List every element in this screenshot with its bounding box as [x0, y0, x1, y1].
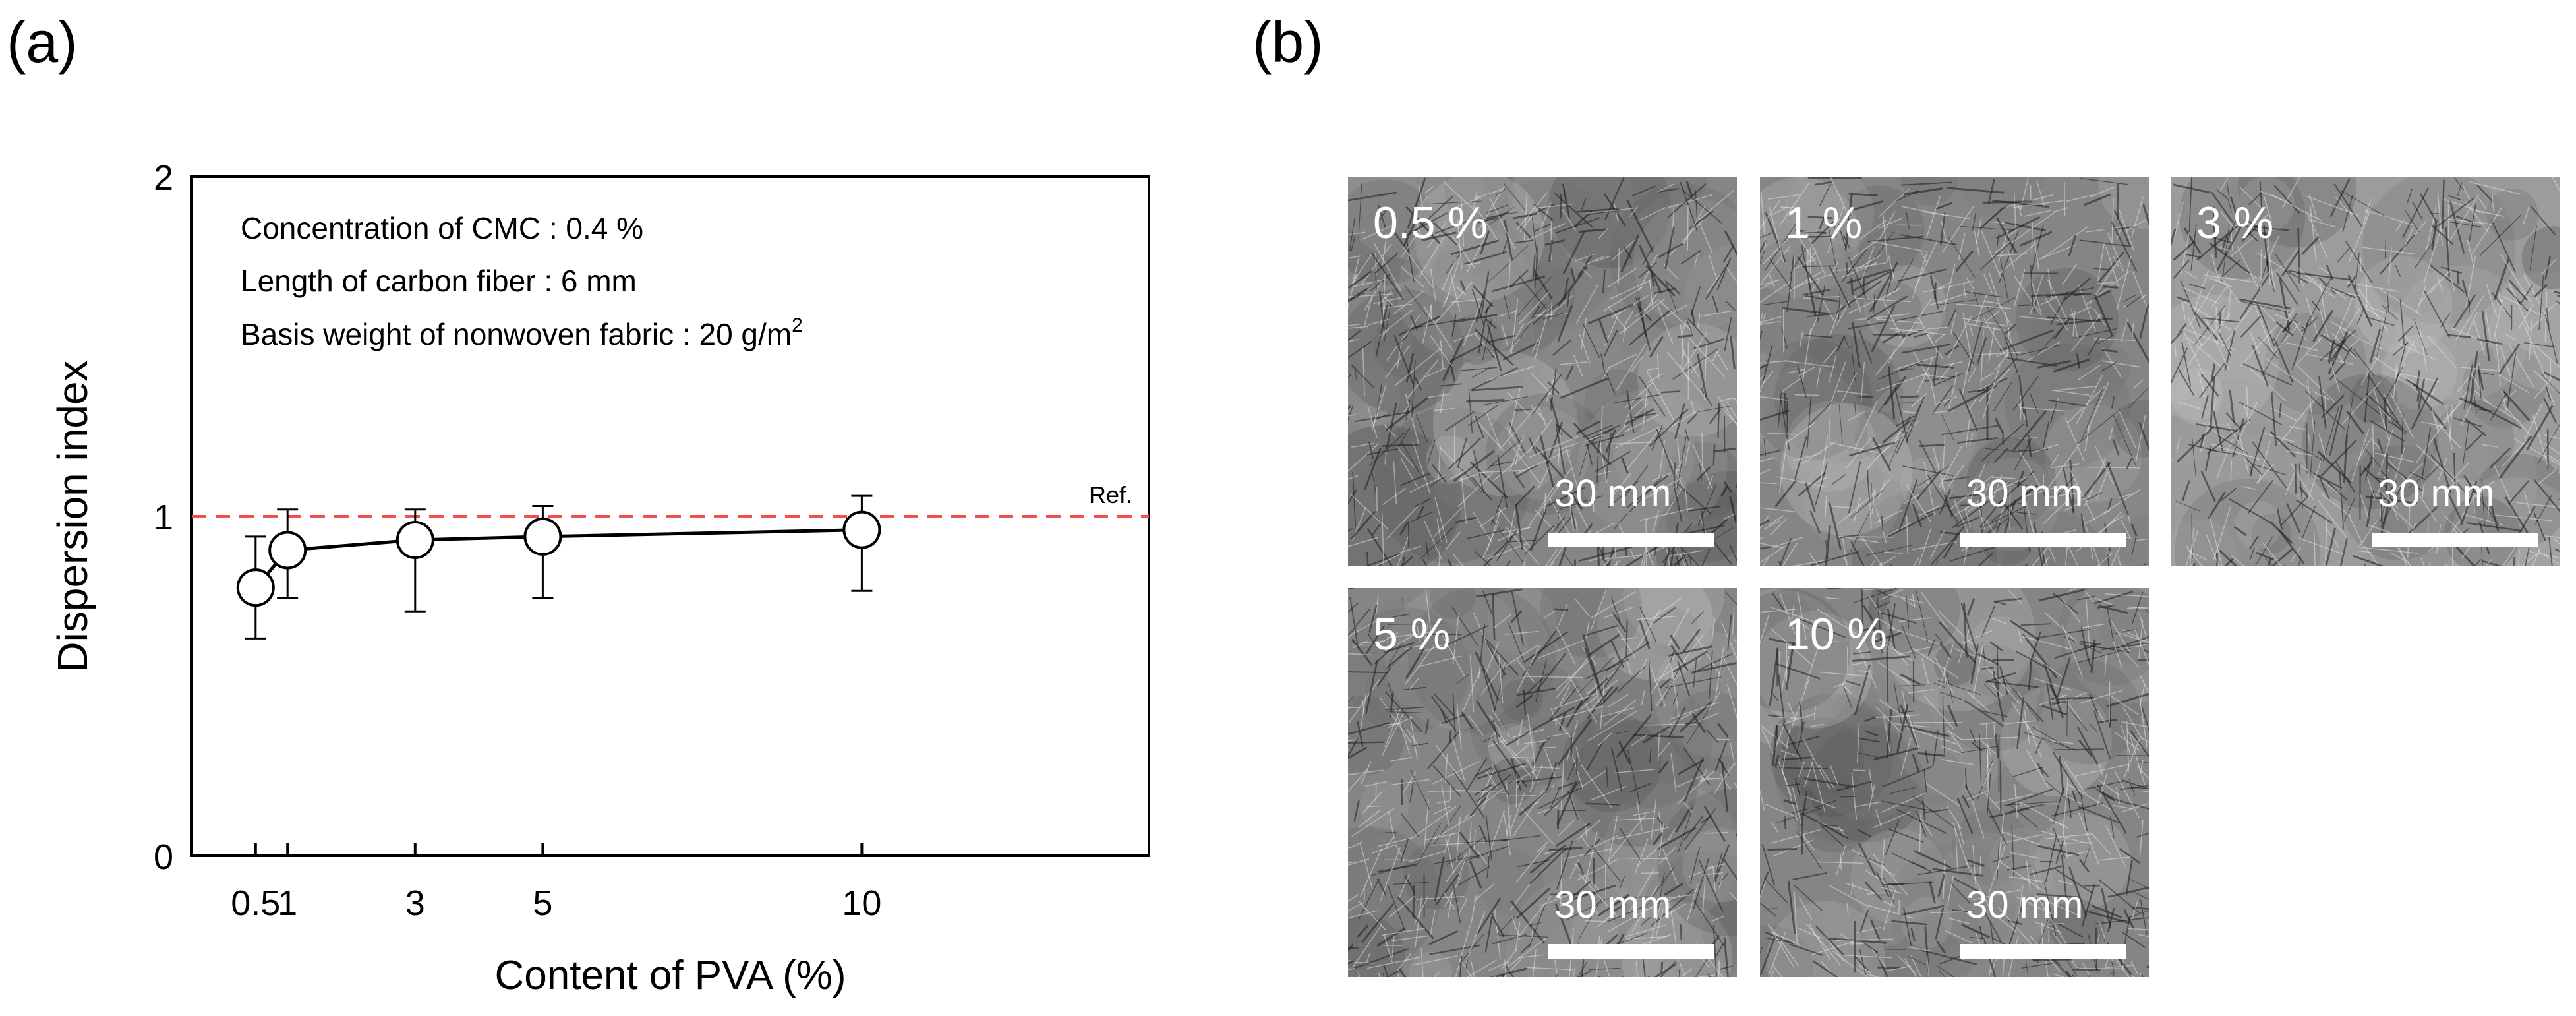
y-tick-label: 0 — [154, 837, 173, 877]
image-label: 0.5 % — [1373, 198, 1488, 248]
fabric-texture — [1348, 588, 1737, 977]
annotation-basis-weight-text: Basis weight of nonwoven fabric : 20 g/m — [241, 317, 792, 351]
data-point — [395, 521, 434, 560]
scale-bar-label: 30 mm — [1554, 472, 1672, 515]
y-tick-label: 1 — [154, 498, 173, 537]
scale-bar — [1548, 944, 1714, 959]
image-label: 3 % — [2196, 198, 2274, 248]
x-tick-label: 3 — [405, 883, 425, 923]
fabric-texture — [2171, 177, 2560, 566]
image-label: 1 % — [1785, 198, 1863, 248]
reference-line-label: Ref. — [1089, 481, 1132, 508]
fabric-image-5: 5 % 30 mm — [1348, 588, 1737, 977]
x-tick-label: 0.5 — [231, 883, 280, 923]
panel-b-label: (b) — [1252, 9, 1324, 75]
series-group — [236, 494, 881, 640]
data-point — [842, 510, 881, 549]
data-point — [523, 517, 562, 556]
fabric-image-10: 10 % 30 mm — [1760, 588, 2149, 977]
image-label: 5 % — [1373, 609, 1451, 659]
scale-bar — [1960, 533, 2126, 547]
annotation-basis-weight: Basis weight of nonwoven fabric : 20 g/m… — [241, 314, 803, 351]
image-label: 10 % — [1785, 609, 1887, 659]
reference-line-group: Ref. — [192, 481, 1149, 518]
data-point — [236, 568, 275, 607]
scale-bar — [1960, 944, 2126, 959]
x-axis: 0.51 3 5 10 — [231, 843, 881, 923]
y-axis: 0 1 2 — [154, 158, 205, 877]
scale-bar — [2372, 533, 2538, 547]
annotation-cmc: Concentration of CMC : 0.4 % — [241, 211, 643, 245]
scale-bar-label: 30 mm — [1554, 883, 1672, 926]
scale-bar-label: 30 mm — [2378, 472, 2495, 515]
fabric-image-1: 1 % 30 mm — [1760, 177, 2149, 566]
x-tick-label: 5 — [533, 883, 552, 923]
scale-bar-label: 30 mm — [1966, 472, 2084, 515]
scale-bar-label: 30 mm — [1966, 883, 2084, 926]
x-tick-label: 10 — [842, 883, 881, 923]
x-axis-title: Content of PVA (%) — [495, 953, 846, 998]
annotation-superscript: 2 — [792, 314, 803, 336]
fabric-texture — [1348, 177, 1737, 566]
fabric-texture — [1760, 177, 2149, 566]
chart-annotations: Concentration of CMC : 0.4 % Length of c… — [241, 211, 803, 351]
y-tick-label: 2 — [154, 158, 173, 198]
x-tick-label: 1 — [278, 883, 297, 923]
fabric-image-3: 3 % 30 mm — [2171, 177, 2560, 566]
y-axis-title: Dispersion index — [49, 360, 96, 672]
scale-bar — [1548, 533, 1714, 547]
fabric-image-0-5: 0.5 % 30 mm — [1348, 177, 1737, 566]
annotation-fiber-length: Length of carbon fiber : 6 mm — [241, 264, 637, 298]
dispersion-index-chart: 012 0.51 3 5 10 Ref. Dispersion index Conte… — [49, 158, 1150, 998]
panel-a-label: (a) — [7, 9, 78, 75]
data-point — [268, 531, 307, 570]
